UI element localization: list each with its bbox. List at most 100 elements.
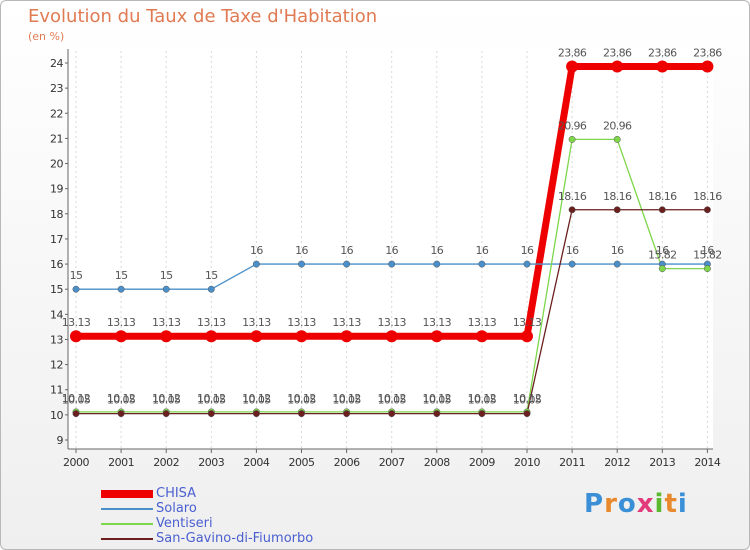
data-label: 16 bbox=[340, 244, 353, 257]
data-point bbox=[162, 285, 170, 293]
data-point bbox=[343, 260, 351, 268]
y-tick-label: 15 bbox=[50, 283, 63, 296]
data-label: 10.05 bbox=[107, 394, 136, 407]
logo-letter: o bbox=[617, 489, 637, 519]
data-label: 10.05 bbox=[423, 394, 452, 407]
x-tick-label: 2008 bbox=[424, 456, 450, 469]
data-label: 23.86 bbox=[558, 47, 587, 60]
data-point bbox=[252, 410, 260, 418]
data-point bbox=[478, 410, 486, 418]
legend-swatch-ventiseri bbox=[101, 523, 153, 525]
data-point bbox=[703, 265, 711, 273]
legend-item-solaro: Solaro bbox=[101, 501, 401, 516]
data-point bbox=[205, 330, 218, 343]
data-point bbox=[613, 135, 621, 143]
x-tick-label: 2006 bbox=[334, 456, 360, 469]
data-label: 13.13 bbox=[513, 316, 542, 329]
x-tick-label: 2004 bbox=[243, 456, 269, 469]
data-label: 20.96 bbox=[558, 119, 587, 132]
data-label: 10.12 bbox=[332, 392, 361, 405]
data-point bbox=[568, 206, 576, 214]
data-point bbox=[298, 260, 305, 268]
data-label: 18.16 bbox=[693, 190, 722, 203]
y-tick-label: 20 bbox=[50, 158, 63, 171]
data-label: 23.86 bbox=[693, 47, 722, 60]
logo-letter: P bbox=[584, 489, 605, 519]
x-tick-label: 2002 bbox=[153, 456, 179, 469]
y-tick-label: 23 bbox=[50, 82, 63, 95]
data-label: 10.05 bbox=[242, 394, 271, 407]
data-label: 10.12 bbox=[468, 392, 497, 405]
data-point bbox=[207, 285, 215, 293]
data-label: 13.13 bbox=[468, 316, 497, 329]
x-tick-label: 2001 bbox=[108, 456, 134, 469]
data-label: 10.05 bbox=[197, 394, 226, 407]
data-point bbox=[70, 330, 82, 343]
data-label: 10.05 bbox=[62, 394, 91, 407]
logo-letter: r bbox=[604, 489, 618, 519]
x-tick-label: 2010 bbox=[514, 456, 540, 469]
legend-label-chisa: CHISA bbox=[156, 486, 197, 501]
data-point bbox=[613, 260, 621, 268]
x-tick-label: 2014 bbox=[694, 456, 720, 469]
logo-letter: x bbox=[636, 489, 655, 519]
y-tick-label: 12 bbox=[50, 359, 63, 372]
data-point bbox=[343, 410, 351, 418]
data-label: 10.05 bbox=[377, 394, 406, 407]
legend-item-chisa: CHISA bbox=[101, 486, 401, 501]
data-label: 10.12 bbox=[423, 392, 452, 405]
data-label: 10.05 bbox=[513, 394, 542, 407]
x-tick-label: 2007 bbox=[379, 456, 405, 469]
chart-title: Evolution du Taux de Taxe d'Habitation bbox=[28, 6, 378, 27]
data-label: 23.86 bbox=[603, 47, 632, 60]
data-label: 10.12 bbox=[62, 392, 91, 405]
x-tick-label: 2012 bbox=[604, 456, 630, 469]
data-point bbox=[521, 330, 533, 343]
data-label: 16 bbox=[430, 244, 443, 257]
data-label: 10.12 bbox=[152, 392, 181, 405]
logo-letter: i bbox=[654, 489, 665, 519]
x-tick-label: 2013 bbox=[649, 456, 675, 469]
data-label: 16 bbox=[566, 244, 579, 257]
legend: CHISA Solaro Ventiseri San-Gavino-di-Fiu… bbox=[101, 486, 401, 546]
data-point bbox=[613, 206, 621, 214]
y-tick-label: 18 bbox=[50, 208, 63, 221]
data-point bbox=[160, 330, 173, 343]
data-label: 10.05 bbox=[287, 394, 316, 407]
legend-item-ventiseri: Ventiseri bbox=[101, 516, 401, 531]
data-label: 13.13 bbox=[62, 316, 91, 329]
legend-swatch-solaro bbox=[101, 508, 153, 510]
data-label: 13.13 bbox=[242, 316, 271, 329]
data-point bbox=[115, 330, 128, 343]
data-label: 10.12 bbox=[107, 392, 136, 405]
data-point bbox=[658, 265, 666, 273]
data-label: 13.13 bbox=[423, 316, 452, 329]
data-point bbox=[568, 260, 576, 268]
data-label: 15.82 bbox=[693, 249, 722, 262]
data-point bbox=[72, 410, 80, 418]
data-label: 16 bbox=[701, 244, 714, 257]
y-tick-label: 22 bbox=[50, 107, 63, 120]
data-label: 20.96 bbox=[603, 119, 632, 132]
data-label: 10.12 bbox=[513, 392, 542, 405]
x-tick-label: 2005 bbox=[289, 456, 315, 469]
data-point bbox=[117, 410, 125, 418]
data-point bbox=[117, 285, 125, 293]
data-label: 15 bbox=[160, 269, 173, 282]
data-point bbox=[72, 285, 80, 293]
data-point bbox=[701, 60, 714, 73]
data-label: 16 bbox=[656, 244, 669, 257]
y-tick-label: 21 bbox=[50, 132, 63, 145]
data-label: 13.13 bbox=[287, 316, 316, 329]
data-label: 13.13 bbox=[152, 316, 181, 329]
plot-background bbox=[68, 49, 713, 449]
data-label: 10.05 bbox=[152, 394, 181, 407]
y-tick-label: 14 bbox=[50, 308, 63, 321]
legend-label-solaro: Solaro bbox=[156, 501, 197, 516]
data-point bbox=[385, 330, 398, 343]
data-point bbox=[611, 60, 624, 73]
data-label: 15 bbox=[70, 269, 83, 282]
x-tick-label: 2009 bbox=[469, 456, 495, 469]
